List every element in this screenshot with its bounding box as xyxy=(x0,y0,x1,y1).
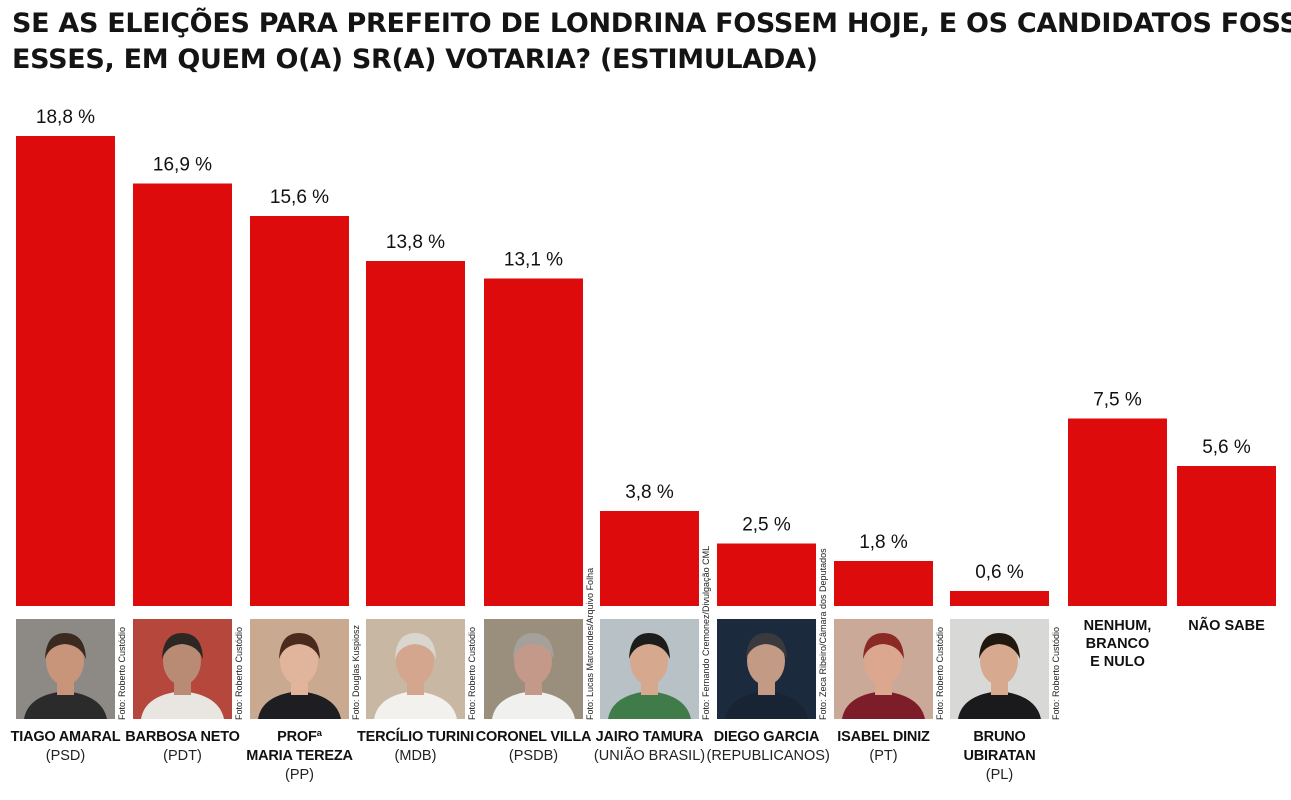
candidate-name: TIAGO AMARAL xyxy=(10,729,121,745)
candidate-party: (PP) xyxy=(285,767,314,783)
value-label-11: 5,6 % xyxy=(1202,437,1251,458)
value-label-2: 16,9 % xyxy=(153,155,212,176)
candidate-name: JAIRO TAMURA xyxy=(595,729,704,745)
candidate-name: BRUNO UBIRATAN xyxy=(963,729,1036,764)
value-label-7: 2,5 % xyxy=(742,515,791,536)
candidate-party: (REPUBLICANOS) xyxy=(706,748,830,764)
candidate-photo-3 xyxy=(250,619,349,719)
candidate-photo-5 xyxy=(484,619,583,719)
value-label-9: 0,6 % xyxy=(975,562,1024,583)
candidate-label-8: ISABEL DINIZ (PT) xyxy=(824,728,944,766)
candidate-photo-2 xyxy=(133,619,232,719)
candidate-name: PROFª xyxy=(277,729,322,745)
bar-11 xyxy=(1177,466,1276,606)
candidate-name: BARBOSA NETO xyxy=(125,729,240,745)
photo-credit-6: Foto: Fernando Cremonez/Divulgação CML xyxy=(701,545,711,720)
candidate-photo-7 xyxy=(717,619,816,719)
category-label-line: NÃO SABE xyxy=(1188,618,1265,634)
category-label-line: NENHUM, xyxy=(1083,618,1152,634)
candidate-label-7: DIEGO GARCIA (REPUBLICANOS) xyxy=(706,728,830,766)
candidate-photo-1 xyxy=(16,619,115,719)
candidate-party: (PL) xyxy=(985,767,1014,783)
value-label-6: 3,8 % xyxy=(625,482,674,503)
candidate-label-3: PROFª MARIA TEREZA (PP) xyxy=(240,728,360,785)
photo-credit-2: Foto: Roberto Custódio xyxy=(234,626,244,720)
candidate-photo-8 xyxy=(834,619,933,719)
candidate-photo-4 xyxy=(366,619,465,719)
photo-credit-5: Foto: Lucas Marcondes/Arquivo Folha xyxy=(585,567,595,720)
candidate-name: TERCÍLIO TURINI xyxy=(356,729,475,745)
bar-3 xyxy=(250,216,349,606)
bar-6 xyxy=(600,511,699,606)
chart-title: SE AS ELEIÇÕES PARA PREFEITO DE LONDRINA… xyxy=(12,6,1291,78)
photo-credit-4: Foto: Roberto Custódio xyxy=(467,626,477,720)
category-label-10: NENHUM, BRANCO E NULO xyxy=(1068,617,1167,671)
value-label-5: 13,1 % xyxy=(504,250,563,271)
candidate-party: (PDT) xyxy=(163,748,202,764)
category-label-line: E NULO xyxy=(1090,654,1145,670)
value-label-4: 13,8 % xyxy=(386,232,445,253)
bar-7 xyxy=(717,543,816,606)
candidate-label-6: JAIRO TAMURA (UNIÃO BRASIL) xyxy=(590,728,710,766)
bar-5 xyxy=(484,278,583,606)
candidate-name: DIEGO GARCIA xyxy=(713,729,820,745)
candidate-photo-9 xyxy=(950,619,1049,719)
candidate-name: CORONEL VILLA xyxy=(475,729,592,745)
candidate-label-1: TIAGO AMARAL (PSD) xyxy=(6,728,126,766)
candidate-party: (MDB) xyxy=(394,748,437,764)
candidate-label-9: BRUNO UBIRATAN (PL) xyxy=(940,728,1060,785)
photo-credit-8: Foto: Roberto Custódio xyxy=(935,626,945,720)
chart-title-line-1: SE AS ELEIÇÕES PARA PREFEITO DE LONDRINA… xyxy=(12,8,1291,39)
category-label-11: NÃO SABE xyxy=(1177,617,1276,635)
photo-credit-7: Foto: Zeca Ribeiro/Câmara dos Deputados xyxy=(818,548,828,720)
value-label-3: 15,6 % xyxy=(270,187,329,208)
value-label-10: 7,5 % xyxy=(1093,390,1142,411)
bar-10 xyxy=(1068,418,1167,606)
candidate-label-2: BARBOSA NETO (PDT) xyxy=(123,728,243,766)
bar-4 xyxy=(366,261,465,606)
candidate-party: (PSDB) xyxy=(508,748,559,764)
candidate-party: (UNIÃO BRASIL) xyxy=(593,748,706,764)
bar-8 xyxy=(834,561,933,606)
photo-credit-1: Foto: Roberto Custódio xyxy=(117,626,127,720)
photo-credit-9: Foto: Roberto Custódio xyxy=(1051,626,1061,720)
candidate-name: MARIA TEREZA xyxy=(246,748,353,764)
candidate-photo-6 xyxy=(600,619,699,719)
candidate-label-5: CORONEL VILLA (PSDB) xyxy=(474,728,594,766)
value-label-8: 1,8 % xyxy=(859,532,908,553)
bar-9 xyxy=(950,591,1049,606)
bar-2 xyxy=(133,183,232,606)
chart-title-line-2: ESSES, EM QUEM O(A) SR(A) VOTARIA? (ESTI… xyxy=(12,44,818,75)
candidate-name: ISABEL DINIZ xyxy=(837,729,930,745)
value-label-1: 18,8 % xyxy=(36,107,95,128)
photo-credit-3: Foto: Douglas Kuspiosz xyxy=(351,624,361,720)
candidate-party: (PT) xyxy=(869,748,898,764)
candidate-label-4: TERCÍLIO TURINI (MDB) xyxy=(356,728,476,766)
candidate-party: (PSD) xyxy=(45,748,86,764)
bar-1 xyxy=(16,136,115,606)
category-label-line: BRANCO xyxy=(1085,636,1150,652)
